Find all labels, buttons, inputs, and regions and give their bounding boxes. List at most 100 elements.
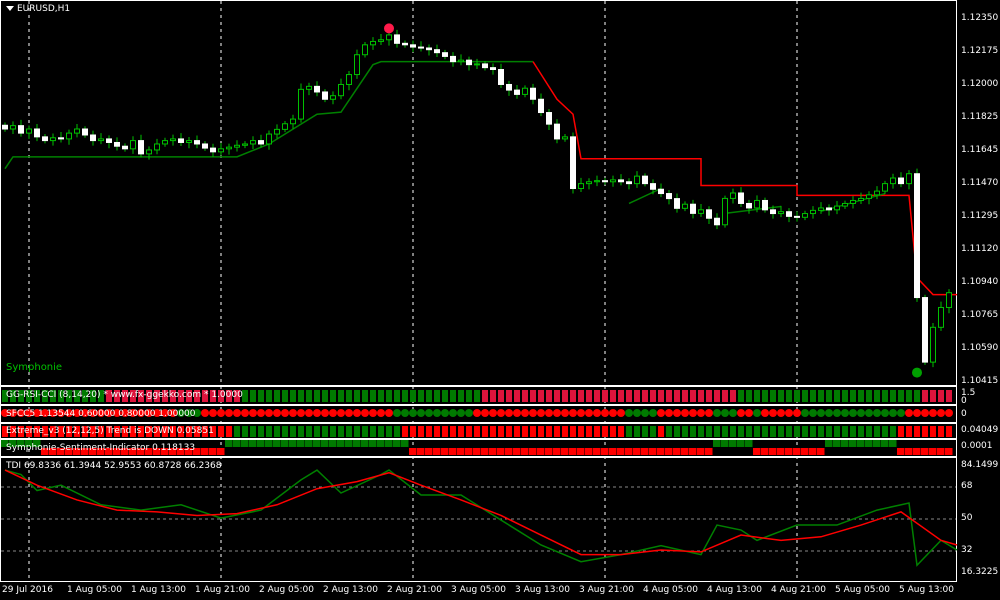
sentiment-bar [193, 448, 201, 455]
bull-candle [778, 211, 784, 215]
sentiment-panel[interactable] [0, 439, 957, 457]
bull-candle [930, 326, 936, 363]
bear-candle [450, 55, 456, 63]
gg-bar [946, 390, 952, 402]
bull-candle [610, 179, 616, 183]
extreme-bar [146, 426, 152, 437]
gg-bar [594, 390, 600, 402]
sfcc-dot [385, 409, 393, 417]
bear-candle [82, 128, 88, 136]
time-axis-label: 2 Aug 05:00 [259, 585, 314, 595]
sentiment-bar [249, 440, 257, 447]
sentiment-bar [9, 440, 17, 447]
extreme-bar [138, 426, 144, 437]
gg-bar [810, 390, 816, 402]
sfcc-dot [665, 409, 673, 417]
tdi-axis-label: 68 [961, 481, 973, 491]
gg-bar [930, 390, 936, 402]
gg-bar [354, 390, 360, 402]
bull-candle [66, 132, 72, 140]
gg-bar [546, 390, 552, 402]
bull-candle [698, 209, 704, 214]
extreme-bar [946, 426, 952, 437]
sentiment-bar [353, 440, 361, 447]
main-chart-panel[interactable] [0, 0, 957, 386]
sentiment-bar [145, 448, 153, 455]
bull-candle [362, 44, 368, 56]
bull-candle [170, 138, 176, 142]
sentiment-bar [593, 448, 601, 455]
extreme-bar [874, 426, 880, 437]
bear-candle [914, 173, 920, 299]
bull-candle [594, 180, 600, 183]
sentiment-axis: 0.0001 [961, 441, 993, 451]
sfcc-dot [777, 409, 785, 417]
gg-bar [106, 390, 112, 402]
extreme-bar [234, 426, 240, 437]
bear-candle [138, 140, 144, 155]
sfcc-dot [361, 409, 369, 417]
sfcc-dot [137, 409, 145, 417]
sentiment-bar [857, 440, 865, 447]
sfcc-dot [545, 409, 553, 417]
sfcc-dot [153, 409, 161, 417]
bear-candle [410, 44, 416, 48]
triangle-down-icon[interactable] [6, 6, 14, 11]
bull-candle [74, 128, 80, 134]
gg-bar [234, 390, 240, 402]
sfcc-panel[interactable] [0, 405, 957, 423]
sfcc-dot [625, 409, 633, 417]
gg-bar [498, 390, 504, 402]
sentiment-bar [929, 448, 937, 455]
gg-bar [178, 390, 184, 402]
sfcc-dot [921, 409, 929, 417]
sfcc-dot [57, 409, 65, 417]
extreme-bar [858, 426, 864, 437]
extreme-bar [626, 426, 632, 437]
sentiment-bar [545, 448, 553, 455]
sentiment-bar [417, 448, 425, 455]
extreme-bar [58, 426, 64, 437]
gg-bar [890, 390, 896, 402]
support-segment [724, 205, 782, 215]
sfcc-dot [865, 409, 873, 417]
extreme-bar [730, 426, 736, 437]
sfcc-dot [89, 409, 97, 417]
bull-candle [26, 128, 32, 134]
sentiment-bar [297, 440, 305, 447]
sfcc-dot [609, 409, 617, 417]
gg-bar [794, 390, 800, 402]
extreme-bar [458, 426, 464, 437]
bull-candle [274, 128, 280, 135]
gg-bar [242, 390, 248, 402]
gg-bar [802, 390, 808, 402]
bear-candle [2, 124, 8, 130]
sfcc-dot [801, 409, 809, 417]
gg-bar [258, 390, 264, 402]
sentiment-bar [161, 448, 169, 455]
sfcc-dot [681, 409, 689, 417]
tdi-panel[interactable] [0, 457, 957, 582]
gg-bar [618, 390, 624, 402]
extreme-panel[interactable] [0, 423, 957, 439]
gg-bar [634, 390, 640, 402]
sfcc-dot [713, 409, 721, 417]
extreme-bar [498, 426, 504, 437]
bull-candle [154, 143, 160, 151]
bear-candle [498, 69, 504, 85]
gg-bar [530, 390, 536, 402]
gg-bar [706, 390, 712, 402]
gg-bar [370, 390, 376, 402]
sfcc-dot [417, 409, 425, 417]
extreme-bar [202, 426, 208, 437]
sentiment-bar [65, 448, 73, 455]
extreme-bar [802, 426, 808, 437]
sentiment-bar [689, 448, 697, 455]
gg-bar [162, 390, 168, 402]
sentiment-bar [793, 448, 801, 455]
sfcc-dot [857, 409, 865, 417]
bear-candle [482, 63, 488, 69]
extreme-bar [194, 426, 200, 437]
sfcc-dot [481, 409, 489, 417]
gg-rsi-cci-panel[interactable] [0, 386, 957, 405]
